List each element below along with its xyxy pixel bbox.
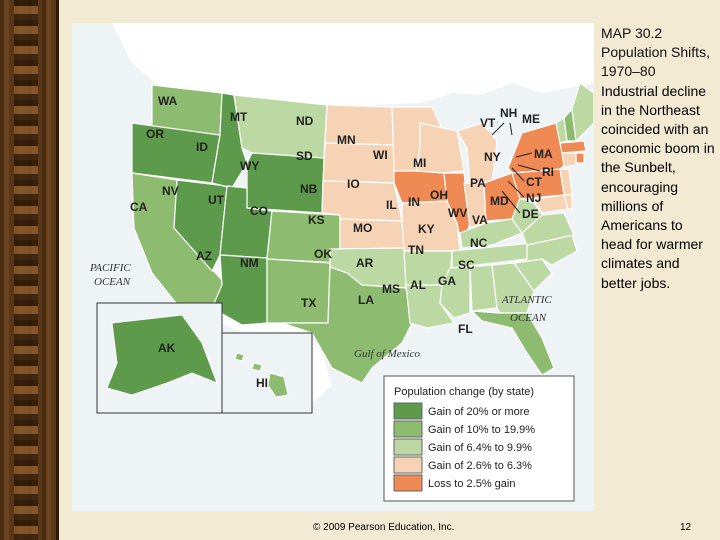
label-IO: IO bbox=[347, 177, 360, 191]
state-NC bbox=[513, 234, 578, 266]
label-GA: GA bbox=[438, 274, 456, 288]
label-NJ: NJ bbox=[526, 191, 541, 205]
label-IL: IL bbox=[386, 198, 397, 212]
label-FL: FL bbox=[458, 322, 473, 336]
label-WY: WY bbox=[240, 159, 259, 173]
state-WV bbox=[511, 197, 543, 234]
pointer-CT bbox=[511, 167, 525, 182]
hawaii-inset bbox=[221, 332, 313, 414]
state-FL bbox=[470, 310, 555, 376]
pointer-VT bbox=[491, 122, 505, 136]
label-WV: WV bbox=[448, 206, 467, 220]
atlantic-label-2: OCEAN bbox=[510, 312, 547, 324]
canada-land bbox=[112, 23, 594, 105]
legend-label: Gain of 2.6% to 6.3% bbox=[428, 460, 532, 472]
label-AL: AL bbox=[410, 278, 426, 292]
label-OR: OR bbox=[146, 127, 164, 141]
caption-body: Industrial decline in the Northeast coin… bbox=[601, 82, 715, 291]
label-NM: NM bbox=[240, 256, 259, 270]
label-SD: SD bbox=[296, 149, 313, 163]
label-SC: SC bbox=[458, 258, 475, 272]
label-VT: VT bbox=[480, 116, 496, 130]
gulf-label: Gulf of Mexico bbox=[354, 348, 420, 360]
label-WI: WI bbox=[373, 148, 388, 162]
legend-label: Loss to 2.5% gain bbox=[428, 478, 515, 490]
legend-swatch bbox=[393, 456, 423, 474]
page-number: 12 bbox=[680, 522, 692, 533]
label-MT: MT bbox=[230, 110, 248, 124]
label-CO: CO bbox=[250, 204, 268, 218]
label-NY: NY bbox=[484, 150, 501, 164]
pacific-label-2: OCEAN bbox=[94, 276, 131, 288]
label-ME: ME bbox=[522, 112, 540, 126]
state-AK bbox=[106, 314, 218, 396]
chain-ornament bbox=[14, 0, 38, 540]
label-RI: RI bbox=[542, 165, 554, 179]
us-population-map: PACIFIC OCEAN ATLANTIC OCEAN Gulf of Mex… bbox=[72, 23, 595, 511]
state-CT bbox=[561, 152, 577, 168]
state-HI bbox=[234, 352, 289, 398]
map-panel: PACIFIC OCEAN ATLANTIC OCEAN Gulf of Mex… bbox=[72, 23, 595, 511]
pointer-MA bbox=[515, 152, 533, 158]
state-MA bbox=[559, 140, 587, 154]
legend-swatch bbox=[393, 438, 423, 456]
label-HI: HI bbox=[256, 376, 268, 390]
state-DE bbox=[563, 194, 573, 210]
atlantic-label: ATLANTIC bbox=[501, 294, 552, 306]
legend-swatch bbox=[393, 420, 423, 438]
label-NC: NC bbox=[470, 236, 488, 250]
label-MD: MD bbox=[490, 194, 509, 208]
pointer-RI bbox=[517, 164, 541, 172]
state-TX bbox=[281, 266, 413, 384]
label-AZ: AZ bbox=[196, 249, 212, 263]
label-OH: OH bbox=[430, 188, 448, 202]
map-legend: Population change (by state) Gain of 20%… bbox=[383, 375, 575, 502]
pacific-label: PACIFIC bbox=[89, 262, 131, 274]
label-ND: ND bbox=[296, 114, 314, 128]
caption-panel: MAP 30.2 Population Shifts, 1970–80 Indu… bbox=[601, 24, 715, 293]
pointer-NJ bbox=[507, 180, 525, 198]
label-NB: NB bbox=[300, 182, 318, 196]
label-KY: KY bbox=[418, 222, 435, 236]
label-CA: CA bbox=[130, 200, 148, 214]
decorative-border bbox=[0, 0, 59, 540]
legend-swatch bbox=[393, 474, 423, 492]
state-WY bbox=[246, 152, 325, 214]
state-RI bbox=[575, 152, 585, 164]
label-UT: UT bbox=[208, 193, 225, 207]
state-ND bbox=[324, 104, 395, 146]
label-TN: TN bbox=[408, 243, 424, 257]
label-NH: NH bbox=[500, 106, 517, 120]
label-PA: PA bbox=[470, 176, 486, 190]
pointer-DE bbox=[501, 190, 521, 214]
pointer-NH bbox=[509, 122, 513, 136]
label-LA: LA bbox=[358, 293, 374, 307]
label-MO: MO bbox=[353, 221, 372, 235]
label-NV: NV bbox=[162, 184, 179, 198]
label-DE: DE bbox=[522, 207, 539, 221]
legend-title: Population change (by state) bbox=[394, 386, 534, 398]
label-MA: MA bbox=[534, 147, 553, 161]
legend-label: Gain of 10% to 19.9% bbox=[428, 424, 535, 436]
copyright-footer: © 2009 Pearson Education, Inc. bbox=[313, 522, 455, 533]
state-NM bbox=[266, 258, 331, 324]
label-TX: TX bbox=[301, 296, 316, 310]
caption-title: MAP 30.2 Population Shifts, 1970–80 bbox=[601, 25, 710, 80]
label-AR: AR bbox=[356, 256, 374, 270]
label-IN: IN bbox=[408, 195, 420, 209]
label-CT: CT bbox=[526, 175, 543, 189]
label-MS: MS bbox=[382, 282, 400, 296]
legend-swatch bbox=[393, 402, 423, 420]
label-ID: ID bbox=[196, 140, 208, 154]
legend-label: Gain of 20% or more bbox=[428, 406, 530, 418]
label-AK: AK bbox=[158, 341, 176, 355]
label-KS: KS bbox=[308, 213, 325, 227]
label-OK: OK bbox=[314, 247, 332, 261]
label-VA: VA bbox=[472, 213, 488, 227]
legend-label: Gain of 6.4% to 9.9% bbox=[428, 442, 532, 454]
label-MI: MI bbox=[413, 156, 426, 170]
label-WA: WA bbox=[158, 94, 178, 108]
label-MN: MN bbox=[337, 133, 356, 147]
